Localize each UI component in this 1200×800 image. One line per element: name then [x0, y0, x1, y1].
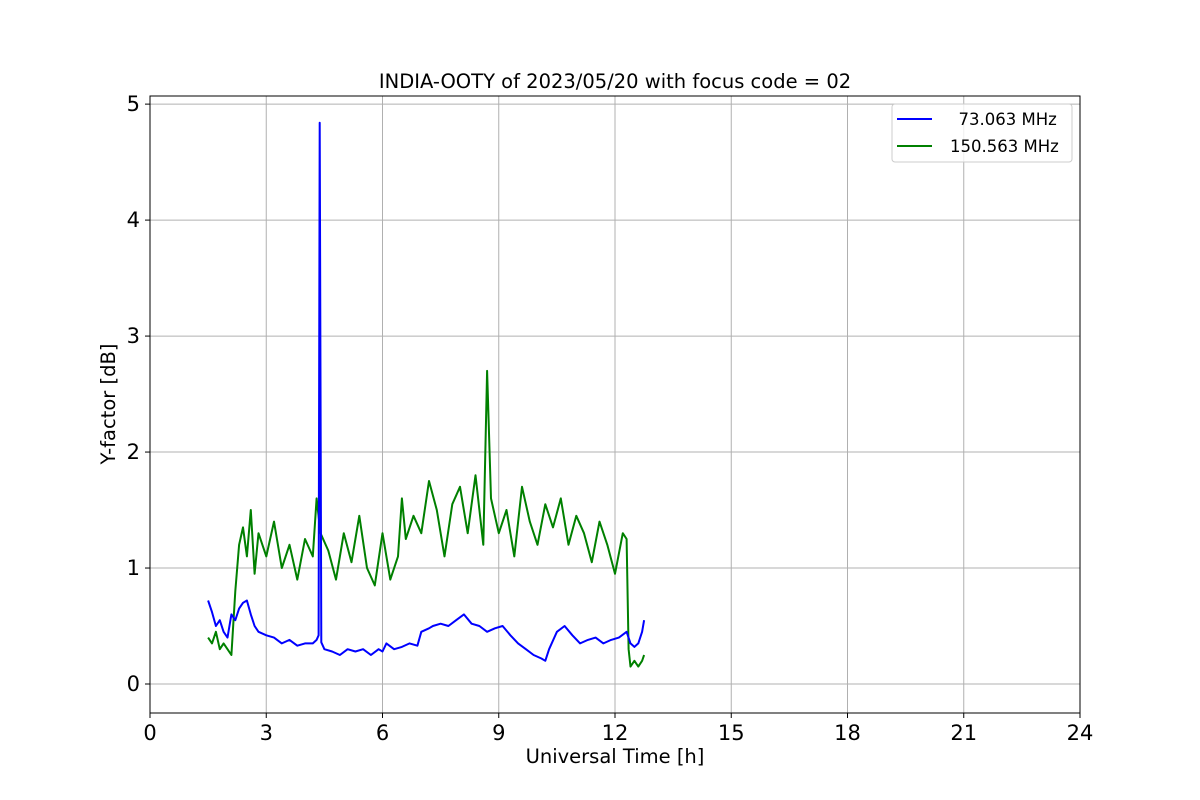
x-tick-label: 9 [492, 721, 505, 745]
legend: 73.063 MHz 150.563 MHz [891, 103, 1073, 163]
legend-label-150mhz: 150.563 MHz [950, 137, 1059, 156]
y-axis: 0 1 2 3 4 5 [127, 92, 150, 696]
y-axis-label: Y-factor [dB] [97, 344, 120, 466]
x-tick-label: 15 [718, 721, 745, 745]
x-tick-label: 18 [834, 721, 861, 745]
y-tick-label: 4 [127, 208, 140, 232]
legend-box [891, 103, 1073, 163]
x-tick-label: 6 [376, 721, 389, 745]
y-tick-label: 3 [127, 324, 140, 348]
legend-label-73mhz: 73.063 MHz [948, 110, 1057, 129]
series-line-73mhz [207, 121, 646, 662]
y-tick-label: 1 [127, 556, 140, 580]
x-axis: 0 3 6 9 12 15 18 21 24 [143, 713, 1093, 745]
y-tick-label: 2 [127, 440, 140, 464]
y-tick-label: 5 [127, 92, 140, 116]
x-tick-label: 0 [143, 721, 156, 745]
x-tick-label: 21 [950, 721, 977, 745]
x-tick-label: 3 [260, 721, 273, 745]
y-tick-label: 0 [127, 672, 140, 696]
x-tick-label: 24 [1067, 721, 1094, 745]
x-tick-label: 12 [602, 721, 629, 745]
x-axis-label: Universal Time [h] [526, 745, 705, 768]
series-line-150mhz [207, 369, 646, 668]
series-layer [207, 121, 646, 668]
chart-title: INDIA-OOTY of 2023/05/20 with focus code… [379, 70, 851, 93]
